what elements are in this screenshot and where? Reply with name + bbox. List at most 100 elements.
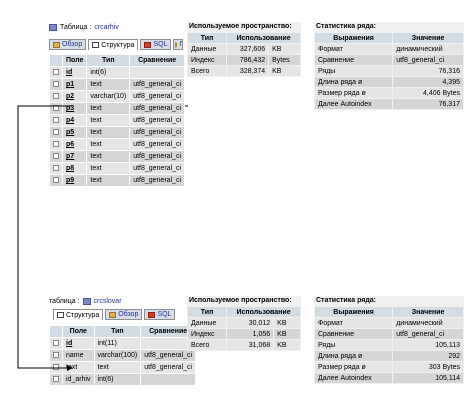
field-collation: utf8_general_ci	[130, 139, 185, 150]
stat-name: Размер ряда ø	[315, 362, 393, 372]
tab-browse[interactable]: Обзор	[49, 39, 87, 50]
field-collation	[141, 374, 196, 385]
col-header-collation[interactable]: Сравнение	[141, 326, 196, 337]
space-unit: KB	[274, 340, 300, 350]
row-checkbox[interactable]	[53, 68, 59, 75]
space-unit: KB	[274, 329, 300, 339]
block1-title-label: Таблица :	[60, 23, 92, 31]
row-checkbox[interactable]	[53, 152, 59, 159]
stat-value: 303 Bytes	[393, 362, 463, 372]
space-type: Данные	[188, 318, 227, 328]
col-header-field[interactable]: Поле	[63, 55, 87, 66]
field-type: text	[87, 115, 130, 126]
field-collation: utf8_general_ci	[130, 103, 185, 114]
stat-name: Длина ряда ø	[315, 351, 393, 361]
space-unit: KB	[269, 44, 300, 54]
block2-space-panel: Используемое пространство: Тип Использов…	[187, 296, 301, 351]
space-usage: 1,056	[227, 329, 274, 339]
tab-structure[interactable]: Структура	[88, 39, 139, 50]
stat-value: 4,406 Bytes	[393, 88, 463, 98]
space-type: Данные	[188, 44, 227, 54]
block2-table-name-link[interactable]: crcslovar	[93, 297, 122, 305]
browse-icon	[53, 41, 60, 48]
row-checkbox[interactable]	[53, 363, 59, 370]
col-header-type[interactable]: Тип	[94, 326, 141, 337]
space-unit: KB	[269, 66, 300, 76]
field-name: p4	[63, 115, 87, 126]
block2-table-panel: таблица : crcslovar Структура Обзор SQL …	[49, 296, 196, 396]
space-type: Всего	[188, 66, 227, 76]
search-icon	[175, 41, 178, 48]
row-stats-table: Выражения Значение Формат динамический С…	[314, 32, 464, 110]
field-type: varchar(10)	[87, 91, 130, 102]
col-header-type[interactable]: Тип	[87, 55, 130, 66]
block1-tabs: Обзор Структура SQL П	[49, 39, 185, 50]
field-type: varchar(100)	[94, 350, 141, 361]
table-row: id_arhiv int(6)	[50, 374, 196, 385]
space-unit: KB	[274, 318, 300, 328]
stats-header-value: Значение	[393, 307, 463, 317]
row-checkbox[interactable]	[53, 140, 59, 147]
row-checkbox[interactable]	[53, 92, 59, 99]
space-usage-title: Используемое пространство:	[189, 297, 292, 304]
structure-icon	[92, 42, 100, 48]
block1-stats-panel: Статистика ряда: Выражения Значение Форм…	[314, 22, 464, 110]
block1-table-panel: Таблица : crcarhiv Обзор Структура SQL П…	[49, 22, 185, 210]
row-checkbox[interactable]	[53, 351, 59, 358]
stat-name: Далее Autoindex	[315, 99, 393, 109]
block2-title-label: таблица :	[49, 297, 80, 305]
tab-sql[interactable]: SQL	[140, 39, 172, 50]
space-type: Индекс	[188, 329, 227, 339]
stats-header-value: Значение	[393, 33, 463, 43]
field-type: int(11)	[94, 338, 141, 349]
table-row: p9 text utf8_general_ci	[50, 175, 185, 186]
block1-table-name-link[interactable]: crcarhiv	[94, 23, 119, 31]
stat-name: Сравнение	[315, 329, 393, 339]
stat-value: 105,113	[393, 340, 463, 350]
field-type: text	[87, 163, 130, 174]
block2-structure-table: Поле Тип Сравнение id int(11) name varch…	[49, 325, 196, 386]
space-usage: 30,012	[227, 318, 274, 328]
field-type: text	[94, 362, 141, 373]
field-collation: utf8_general_ci	[130, 115, 185, 126]
space-unit: Bytes	[269, 55, 300, 65]
table-row: p7 text utf8_general_ci	[50, 151, 185, 162]
space-usage: 327,606	[227, 44, 269, 54]
col-header-field[interactable]: Поле	[63, 326, 94, 337]
table-row: Размер ряда ø 4,406 Bytes	[315, 88, 463, 98]
table-row: Ряды 105,113	[315, 340, 463, 350]
table-row: id int(11)	[50, 338, 196, 349]
row-checkbox[interactable]	[53, 176, 59, 183]
tab-browse[interactable]: Обзор	[105, 309, 143, 320]
space-usage-title: Используемое пространство:	[189, 23, 292, 30]
stat-name: Размер ряда ø	[315, 88, 393, 98]
row-checkbox[interactable]	[53, 80, 59, 87]
row-checkbox[interactable]	[53, 128, 59, 135]
row-checkbox[interactable]	[53, 104, 59, 111]
row-checkbox[interactable]	[53, 339, 59, 346]
stat-name: Сравнение	[315, 55, 393, 65]
stat-value: 292	[393, 351, 463, 361]
table-row: Индекс 1,056 KB	[188, 329, 300, 339]
field-type: text	[87, 103, 130, 114]
row-checkbox[interactable]	[53, 116, 59, 123]
tab-structure-label: Структура	[66, 311, 100, 319]
row-checkbox[interactable]	[53, 375, 59, 382]
stats-header-name: Выражения	[315, 307, 393, 317]
field-type: text	[87, 139, 130, 150]
tab-browse-label: Обзор	[62, 41, 83, 48]
stat-value: utf8_general_ci	[393, 329, 463, 339]
row-checkbox[interactable]	[53, 164, 59, 171]
field-name: p2	[63, 91, 87, 102]
stat-name: Далее Autoindex	[315, 373, 393, 383]
tab-structure[interactable]: Структура	[53, 309, 104, 320]
tab-search[interactable]: П	[173, 39, 184, 50]
col-header-collation[interactable]: Сравнение	[130, 55, 185, 66]
table-row: p2 varchar(10) utf8_general_ci	[50, 91, 185, 102]
table-row: Далее Autoindex 76,317	[315, 99, 463, 109]
field-type: text	[87, 127, 130, 138]
field-collation: utf8_general_ci	[141, 350, 196, 361]
tab-sql[interactable]: SQL	[144, 309, 176, 320]
field-collation	[130, 67, 185, 78]
field-name: id	[63, 67, 87, 78]
